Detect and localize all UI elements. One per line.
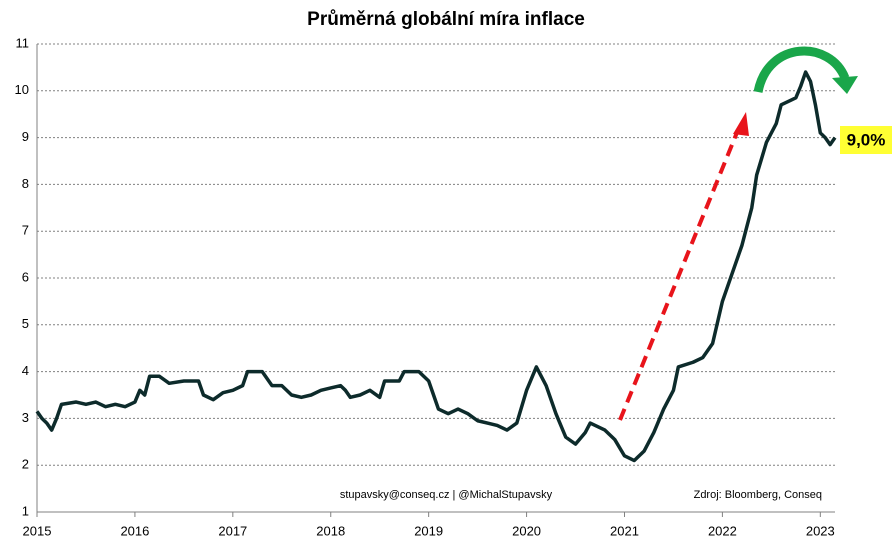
y-tick-label: 1: [22, 503, 29, 518]
x-tick-label: 2019: [414, 523, 443, 538]
x-tick-label: 2018: [316, 523, 345, 538]
trend-arrow-head: [733, 112, 749, 136]
source-note: Zdroj: Bloomberg, Conseq: [694, 489, 822, 501]
y-tick-label: 11: [16, 35, 30, 50]
y-tick-label: 7: [22, 223, 29, 238]
x-tick-label: 2023: [806, 523, 835, 538]
y-tick-label: 9: [22, 129, 29, 144]
author-note: stupavsky@conseq.cz | @MichalStupavsky: [340, 489, 553, 501]
data-line: [35, 70, 837, 463]
y-tick-label: 4: [22, 363, 29, 378]
x-tick-label: 2015: [23, 523, 52, 538]
y-tick-label: 3: [22, 410, 29, 425]
y-tick-label: 8: [22, 176, 29, 191]
turn-arrow: [753, 46, 850, 94]
trend-arrow: [618, 129, 740, 421]
y-tick-label: 6: [22, 269, 29, 284]
x-tick-label: 2021: [610, 523, 639, 538]
turn-arrow-head: [832, 76, 858, 94]
y-tick-label: 5: [22, 316, 29, 331]
x-tick-label: 2016: [120, 523, 149, 538]
last-value-label: 9,0%: [847, 130, 886, 149]
chart-title: Průměrná globální míra inflace: [307, 9, 585, 30]
x-tick-label: 2017: [218, 523, 247, 538]
y-tick-label: 10: [15, 82, 29, 97]
last-value-box: [840, 126, 892, 154]
grid: [37, 43, 835, 466]
x-tick-label: 2022: [708, 523, 737, 538]
x-tick-label: 2020: [512, 523, 541, 538]
y-tick-label: 2: [22, 457, 29, 472]
